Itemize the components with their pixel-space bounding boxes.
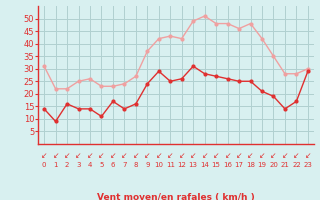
Text: ↙: ↙: [202, 151, 208, 160]
Text: ↙: ↙: [87, 151, 93, 160]
Text: ↙: ↙: [259, 151, 265, 160]
Text: ↙: ↙: [41, 151, 47, 160]
Text: ↙: ↙: [305, 151, 311, 160]
Text: ↙: ↙: [179, 151, 185, 160]
Text: ↙: ↙: [64, 151, 70, 160]
Text: ↙: ↙: [213, 151, 219, 160]
Text: ↙: ↙: [190, 151, 196, 160]
Text: ↙: ↙: [282, 151, 288, 160]
Text: ↙: ↙: [247, 151, 254, 160]
Text: ↙: ↙: [224, 151, 231, 160]
Text: ↙: ↙: [133, 151, 139, 160]
Text: ↙: ↙: [236, 151, 242, 160]
Text: ↙: ↙: [144, 151, 150, 160]
Text: ↙: ↙: [75, 151, 82, 160]
Text: ↙: ↙: [167, 151, 173, 160]
Text: ↙: ↙: [121, 151, 128, 160]
Text: ↙: ↙: [270, 151, 277, 160]
Text: ↙: ↙: [156, 151, 162, 160]
Text: ↙: ↙: [98, 151, 105, 160]
Text: ↙: ↙: [52, 151, 59, 160]
Text: ↙: ↙: [293, 151, 300, 160]
Text: ↙: ↙: [110, 151, 116, 160]
X-axis label: Vent moyen/en rafales ( km/h ): Vent moyen/en rafales ( km/h ): [97, 193, 255, 200]
